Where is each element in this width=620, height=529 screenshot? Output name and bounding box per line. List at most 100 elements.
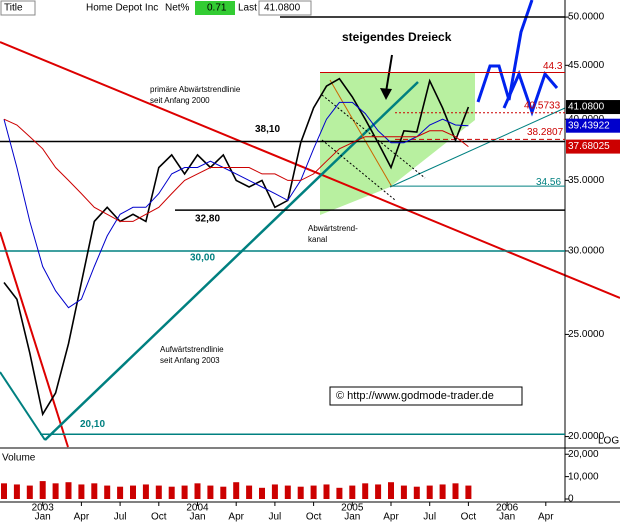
volume-bar — [375, 484, 382, 499]
header-box — [195, 1, 235, 15]
arrow-head — [380, 88, 392, 100]
projection — [502, 69, 559, 117]
volume-bar — [413, 486, 420, 499]
volume-bar — [271, 484, 278, 499]
y-tick-label: 45.0000 — [568, 60, 605, 71]
volume-bar — [465, 485, 472, 499]
header-box — [258, 0, 312, 16]
x-tick-label: Jul — [114, 512, 127, 523]
value-box — [566, 118, 620, 133]
x-tick-label: Apr — [383, 512, 399, 523]
trendline — [0, 231, 69, 448]
volume-bar — [362, 483, 369, 499]
y-tick-label: 30.0000 — [568, 246, 605, 257]
volume-bar — [388, 482, 394, 499]
volume-bar — [220, 486, 227, 499]
volume-bar — [310, 485, 317, 499]
price-line — [3, 101, 469, 309]
x-tick-label: Apr — [538, 512, 554, 523]
volume-tick-label: 20,000 — [568, 449, 599, 460]
volume-bar — [323, 484, 330, 499]
annotation: seit Anfang 2000 — [150, 96, 210, 105]
volume-bar — [336, 487, 343, 499]
year-label: 2003 — [32, 503, 55, 514]
annotation: Aufwärtstrendlinie — [160, 345, 224, 354]
y-tick-label: 50.0000 — [568, 12, 605, 23]
volume-tick-label: 0 — [568, 494, 574, 505]
y-tick-label: 20.0000 — [568, 431, 605, 442]
trendline — [0, 371, 46, 441]
volume-bar — [452, 483, 459, 499]
value-box — [566, 100, 620, 115]
header-name: Home Depot Inc — [86, 3, 158, 14]
volume-bar — [181, 485, 188, 499]
level-label: 34.56 — [536, 177, 561, 188]
x-tick-label: Jan — [499, 512, 515, 523]
x-tick-label: Jul — [269, 512, 282, 523]
x-tick-label: Oct — [306, 512, 322, 523]
trendline — [0, 41, 620, 299]
trendline — [329, 79, 393, 188]
value-label: 41.0800 — [568, 102, 605, 113]
volume-bar — [39, 481, 46, 499]
annotation: kanal — [308, 235, 327, 244]
level-label: 32,80 — [195, 214, 220, 225]
header-box — [0, 0, 36, 16]
volume-bar — [52, 483, 59, 499]
header-last-label: Last — [238, 3, 257, 14]
volume-bar — [142, 484, 149, 499]
volume-bar — [26, 485, 33, 499]
annotation: primäre Abwärtstrendlinie — [150, 85, 241, 94]
volume-bar — [349, 485, 356, 499]
volume-bar — [194, 483, 201, 499]
volume-bar — [400, 485, 407, 499]
volume-bar — [284, 485, 291, 499]
volume-bar — [78, 484, 85, 499]
level-label: 40.5733 — [524, 100, 561, 111]
x-tick-label: Oct — [151, 512, 167, 523]
volume-bar — [207, 485, 214, 499]
year-label: 2006 — [496, 503, 519, 514]
scale-label: LOG — [598, 436, 619, 447]
x-tick-label: Apr — [74, 512, 90, 523]
volume-bar — [246, 485, 253, 499]
x-tick-label: Jan — [189, 512, 205, 523]
header-net-value: 0.71 — [207, 3, 227, 14]
value-label: 39.43922 — [568, 120, 610, 131]
volume-label: Volume — [2, 453, 36, 464]
level-label: 38,10 — [255, 124, 280, 135]
volume-bar — [65, 482, 72, 499]
x-tick-label: Jul — [423, 512, 436, 523]
x-tick-label: Jan — [35, 512, 51, 523]
volume-bar — [13, 484, 20, 499]
annotation: Abwärtstrend- — [308, 224, 358, 233]
volume-bar — [155, 485, 162, 499]
header-net-label: Net% — [165, 3, 190, 14]
volume-bar — [168, 486, 175, 499]
level-label: 20,10 — [80, 419, 105, 430]
volume-bar — [297, 486, 304, 499]
x-tick-label: Jan — [344, 512, 360, 523]
volume-tick-label: 10,000 — [568, 471, 599, 482]
price-line — [3, 118, 469, 222]
volume-bar — [439, 484, 446, 499]
level-label: 44.3 — [543, 61, 563, 72]
volume-bar — [130, 485, 136, 499]
volume-bar — [259, 487, 265, 499]
volume-bar — [426, 485, 433, 499]
x-tick-label: Oct — [461, 512, 477, 523]
year-label: 2005 — [341, 503, 364, 514]
annotation: seit Anfang 2003 — [160, 356, 220, 365]
annotation: steigendes Dreieck — [342, 30, 452, 44]
value-box — [566, 139, 620, 154]
volume-bar — [91, 483, 98, 499]
value-label: 37.68025 — [568, 141, 610, 152]
year-label: 2004 — [186, 503, 209, 514]
header-title: Title — [4, 3, 23, 14]
y-tick-label: 25.0000 — [568, 329, 605, 340]
header-last-value: 41.0800 — [264, 3, 301, 14]
header: Title Home Depot Inc Net% 0.71 Last 41.0… — [0, 0, 312, 16]
y-tick-label: 35.0000 — [568, 175, 605, 186]
